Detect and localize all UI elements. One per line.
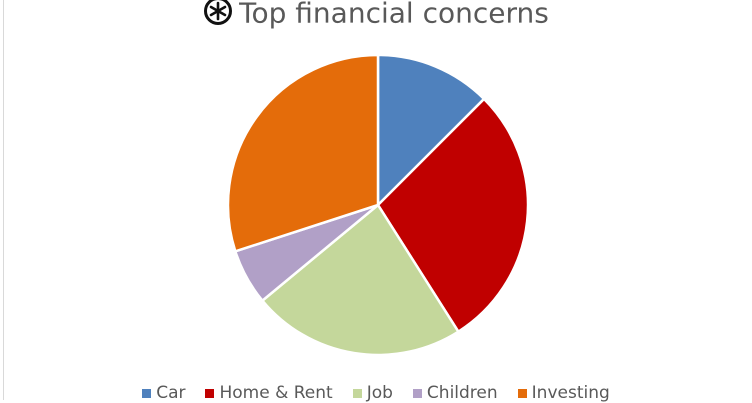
chart-border: [3, 0, 4, 400]
legend-label: Car: [156, 383, 186, 403]
legend-swatch: [517, 388, 527, 398]
legend-label: Children: [426, 383, 498, 403]
legend-swatch: [352, 388, 362, 398]
legend-item: Job: [352, 383, 393, 403]
pie-slice-car: [376, 53, 486, 207]
legend-label: Investing: [531, 383, 610, 403]
legend-label: Home & Rent: [219, 383, 333, 403]
pie-slice-job: [261, 203, 460, 357]
legend-label: Job: [366, 383, 393, 403]
asterisk-circle-icon: [203, 0, 233, 33]
legend-item: Investing: [517, 383, 610, 403]
legend-swatch: [412, 388, 422, 398]
legend-swatch: [142, 388, 152, 398]
legend-item: Children: [412, 383, 498, 403]
chart-title: Top financial concerns: [239, 0, 549, 30]
legend: Car Home & Rent Job Children Investing: [0, 383, 752, 403]
chart-title-container: Top financial concerns: [0, 0, 752, 33]
legend-swatch: [205, 388, 215, 398]
pie-slice-home-rent: [376, 97, 530, 333]
legend-item: Home & Rent: [205, 383, 333, 403]
legend-item: Car: [142, 383, 185, 403]
pie-slice-investing: [226, 53, 380, 253]
